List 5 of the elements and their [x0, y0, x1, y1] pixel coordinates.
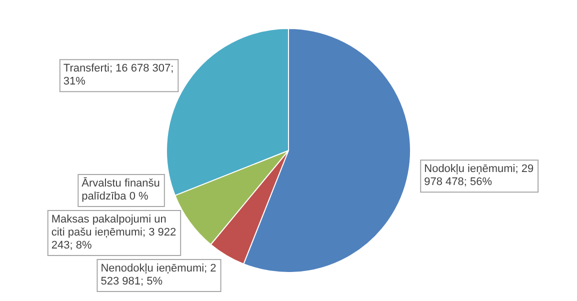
slice-label: Transferti; 16 678 307; 31% — [63, 62, 174, 88]
slice-label: Nodokļu ieņēmumi; 29 978 478; 56% — [424, 163, 534, 188]
slice-label: Maksas pakalpojumi un citi pašu ieņēmumi; 3 922 243; 8% — [51, 214, 176, 252]
category-label: Ārvalstu finanšu palīdzība 0 % — [82, 178, 160, 203]
slice-label: Nenodokļu ieņēmumi; 2 523 981; 5% — [100, 262, 216, 288]
